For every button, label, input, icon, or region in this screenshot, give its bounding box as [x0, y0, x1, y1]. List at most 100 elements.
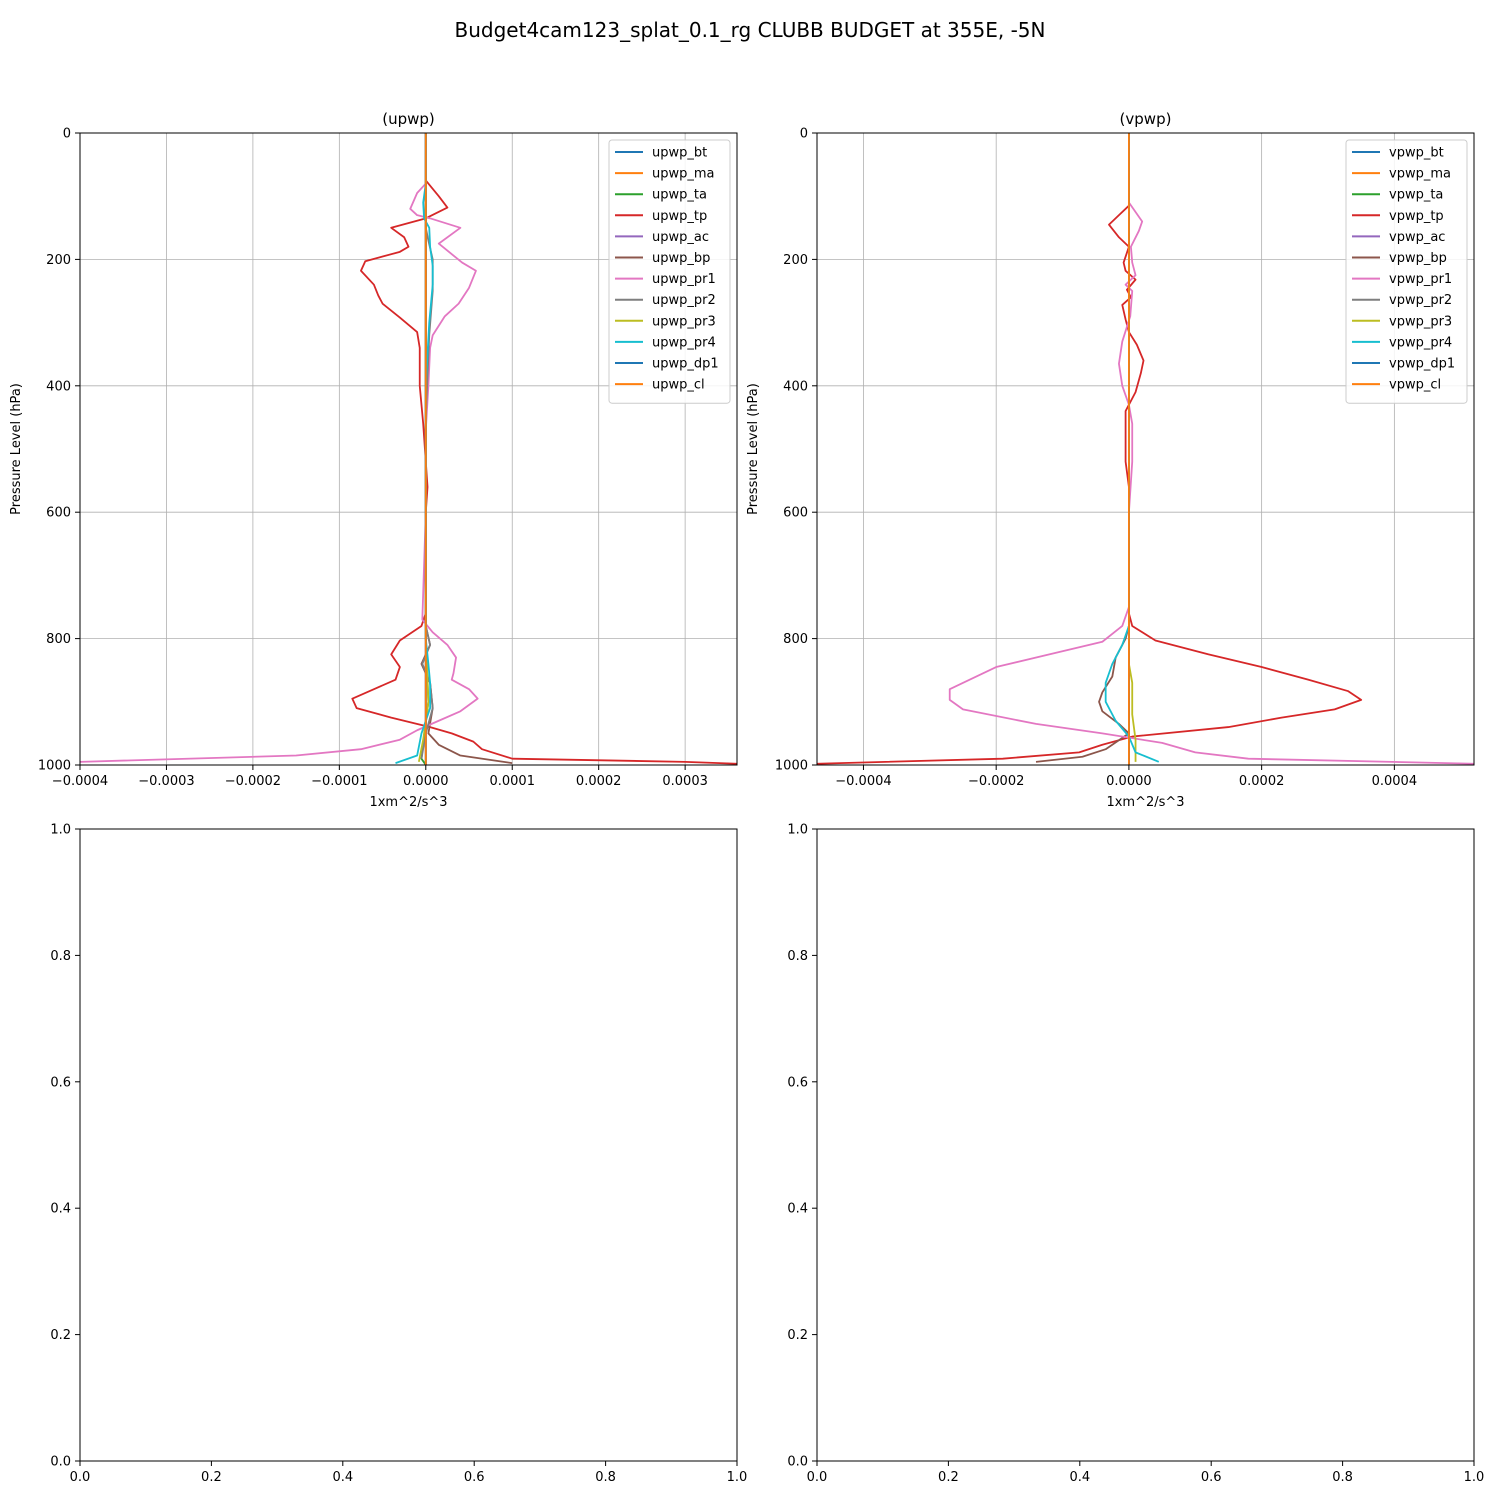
- y-tick-label: 1.0: [50, 823, 71, 838]
- legend-label-upwp_pr4: upwp_pr4: [652, 335, 716, 350]
- y-tick-label: 0.0: [787, 1455, 808, 1470]
- legend-label-vpwp_dp1: vpwp_dp1: [1389, 357, 1455, 372]
- x-tick-label: 0.2: [938, 1470, 959, 1485]
- series-group: [817, 133, 1474, 765]
- legend-label-upwp_ta: upwp_ta: [652, 188, 707, 203]
- x-tick-label: −0.0002: [968, 774, 1024, 789]
- axes-frame: [816, 828, 1475, 1462]
- x-tick-label: 0.4: [332, 1470, 353, 1485]
- legend-label-vpwp_bp: vpwp_bp: [1389, 251, 1447, 266]
- y-tick-label: 0.6: [50, 1075, 71, 1090]
- axes-frame: [816, 132, 1475, 766]
- y-axis-label: Pressure Level (hPa): [9, 383, 24, 515]
- legend: vpwp_bt vpwp_ma vpwp_ta vpwp_tp vpwp_ac vpwp_…: [1345, 139, 1468, 404]
- x-tick-label: 0.0: [807, 1470, 828, 1485]
- legend-box: [608, 139, 731, 404]
- legend-label-upwp_cl: upwp_cl: [652, 378, 705, 393]
- panel-2: −0.0004 −0.0002 0.0000 0.0002 0.0004 0 200 400 6…: [746, 110, 1475, 810]
- legend-label-upwp_pr2: upwp_pr2: [652, 293, 716, 308]
- series-group: [80, 133, 737, 765]
- x-tick-label: 1.0: [727, 1470, 748, 1485]
- x-tick-label: −0.0002: [225, 774, 281, 789]
- legend-label-vpwp_ta: vpwp_ta: [1389, 188, 1443, 203]
- x-tick-label: 0.8: [1332, 1470, 1353, 1485]
- legend-label-upwp_tp: upwp_tp: [652, 209, 707, 224]
- x-tick-label: 0.0002: [576, 774, 622, 789]
- x-tick-label: 0.0002: [1239, 774, 1285, 789]
- x-tick-label: 0.2: [201, 1470, 222, 1485]
- y-tick-label: 0.0: [50, 1455, 71, 1470]
- legend-label-upwp_ac: upwp_ac: [652, 230, 709, 245]
- y-tick-label: 0.4: [787, 1202, 808, 1217]
- x-tick-label: 0.8: [595, 1470, 616, 1485]
- series-line-vpwp_tp: [817, 133, 1363, 765]
- x-tick-label: 0.4: [1069, 1470, 1090, 1485]
- series-line-upwp_pr1: [80, 133, 479, 763]
- y-tick-label: 0.8: [50, 949, 71, 964]
- x-tick-label: 0.6: [464, 1470, 485, 1485]
- y-tick-label: 0: [800, 127, 808, 142]
- x-tick-label: 0.0000: [1106, 774, 1152, 789]
- y-tick-label: 800: [783, 632, 808, 647]
- x-tick-label: 0.0: [70, 1470, 91, 1485]
- x-tick-label: −0.0004: [52, 774, 108, 789]
- x-tick-label: 0.6: [1201, 1470, 1222, 1485]
- series-line-upwp_bp: [420, 133, 513, 764]
- y-tick-label: 1000: [775, 759, 808, 774]
- x-tick-label: 0.0001: [489, 774, 535, 789]
- y-tick-label: 600: [46, 506, 71, 521]
- y-axis-label: Pressure Level (hPa): [746, 383, 761, 515]
- legend-label-upwp_pr1: upwp_pr1: [652, 272, 716, 287]
- y-tick-label: 0.8: [787, 949, 808, 964]
- panel-title: (vpwp): [1120, 110, 1172, 128]
- y-tick-label: 1000: [38, 759, 71, 774]
- legend-label-vpwp_tp: vpwp_tp: [1389, 209, 1444, 224]
- series-line-vpwp_pr1: [948, 133, 1474, 765]
- legend-label-upwp_pr3: upwp_pr3: [652, 314, 716, 329]
- x-axis-label: 1xm^2/s^3: [1106, 795, 1184, 810]
- y-tick-label: 0.6: [787, 1075, 808, 1090]
- y-tick-label: 200: [46, 253, 71, 268]
- legend-label-upwp_bt: upwp_bt: [652, 146, 707, 161]
- x-tick-label: 1.0: [1464, 1470, 1485, 1485]
- y-tick-label: 800: [46, 632, 71, 647]
- series-line-upwp_pr4: [395, 133, 434, 764]
- y-tick-label: 0.2: [50, 1328, 71, 1343]
- legend-label-vpwp_pr4: vpwp_pr4: [1389, 335, 1452, 350]
- panel-1: −0.0004 −0.0003 −0.0002 −0.0001 0.0000 0.0001…: [9, 110, 738, 810]
- x-axis-label: 1xm^2/s^3: [369, 795, 447, 810]
- series-line-vpwp_pr4: [1104, 133, 1160, 763]
- axes-frame: [79, 828, 738, 1462]
- panel-title: (upwp): [382, 110, 435, 128]
- y-tick-label: 0: [63, 127, 71, 142]
- y-tick-label: 0.2: [787, 1328, 808, 1343]
- x-tick-label: −0.0004: [835, 774, 891, 789]
- series-line-vpwp_bp: [1035, 133, 1130, 763]
- legend-label-vpwp_ac: vpwp_ac: [1389, 230, 1445, 245]
- panel-4: 0.0 0.2 0.4 0.6 0.8 1.0 0.0 0.2 0.4 0.6 0.8 1.0: [787, 823, 1484, 1486]
- legend-label-vpwp_pr1: vpwp_pr1: [1389, 272, 1452, 287]
- y-tick-label: 0.4: [50, 1202, 71, 1217]
- y-tick-label: 400: [783, 379, 808, 394]
- legend-label-vpwp_bt: vpwp_bt: [1389, 146, 1444, 161]
- y-tick-label: 600: [783, 506, 808, 521]
- y-tick-label: 1.0: [787, 823, 808, 838]
- axes-frame: [79, 132, 738, 766]
- x-tick-label: −0.0003: [138, 774, 194, 789]
- legend-label-vpwp_cl: vpwp_cl: [1389, 378, 1441, 393]
- legend-label-vpwp_ma: vpwp_ma: [1389, 167, 1451, 182]
- x-tick-label: −0.0001: [311, 774, 367, 789]
- panel-3: 0.0 0.2 0.4 0.6 0.8 1.0 0.0 0.2 0.4 0.6 0.8 1.0: [50, 823, 747, 1486]
- y-tick-label: 400: [46, 379, 71, 394]
- legend-label-upwp_bp: upwp_bp: [652, 251, 710, 266]
- figure-suptitle: Budget4cam123_splat_0.1_rg CLUBB BUDGET …: [455, 18, 1046, 42]
- legend-label-upwp_dp1: upwp_dp1: [652, 357, 719, 372]
- legend-box: [1345, 139, 1468, 404]
- y-tick-label: 200: [783, 253, 808, 268]
- x-tick-label: 0.0003: [662, 774, 708, 789]
- x-tick-label: 0.0004: [1372, 774, 1418, 789]
- legend-label-vpwp_pr2: vpwp_pr2: [1389, 293, 1452, 308]
- legend: upwp_bt upwp_ma upwp_ta upwp_tp upwp_ac upwp_…: [608, 139, 731, 404]
- legend-label-upwp_ma: upwp_ma: [652, 167, 715, 182]
